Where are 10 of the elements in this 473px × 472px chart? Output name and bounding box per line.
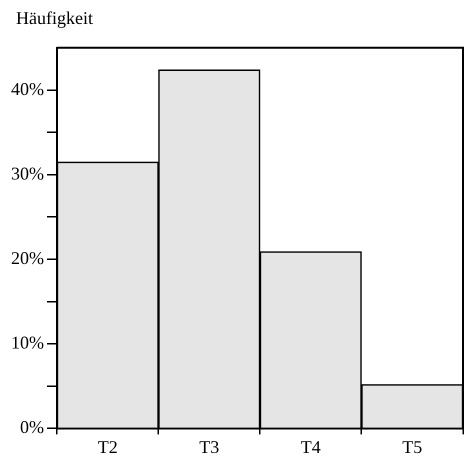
- y-axis-title: Häufigkeit: [15, 8, 94, 30]
- y-tick-label: 40%: [10, 78, 44, 99]
- x-tick-label: T4: [300, 436, 321, 457]
- y-tick-label: 10%: [10, 332, 44, 353]
- y-tick-label: 0%: [20, 417, 44, 438]
- x-tick-label: T2: [98, 436, 118, 457]
- y-tick-label: 30%: [10, 163, 44, 184]
- x-tick-label: T3: [199, 436, 220, 457]
- x-tick-label: T5: [402, 436, 422, 457]
- y-tick-label: 20%: [10, 248, 44, 268]
